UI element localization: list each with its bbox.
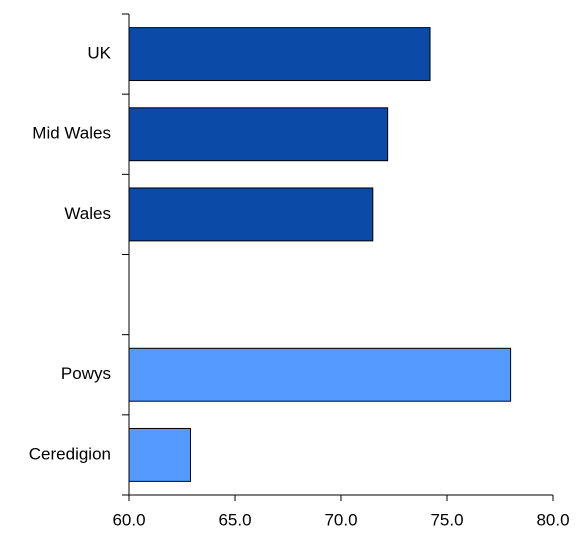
bar [128,347,512,402]
x-tick-label: 60.0 [112,510,145,529]
bar [128,27,431,82]
y-tick-label: Mid Wales [32,124,111,143]
bar [128,187,374,242]
x-tick-label: 65.0 [218,510,251,529]
y-tick-label: Wales [64,204,111,223]
x-tick-label: 70.0 [324,510,357,529]
x-tick-label: 80.0 [536,510,569,529]
bar [128,107,389,162]
y-tick-label: UK [87,44,111,63]
y-tick-label: Ceredigion [29,444,111,463]
y-tick-label: Powys [61,364,111,383]
bar [128,427,191,482]
x-tick-label: 75.0 [430,510,463,529]
